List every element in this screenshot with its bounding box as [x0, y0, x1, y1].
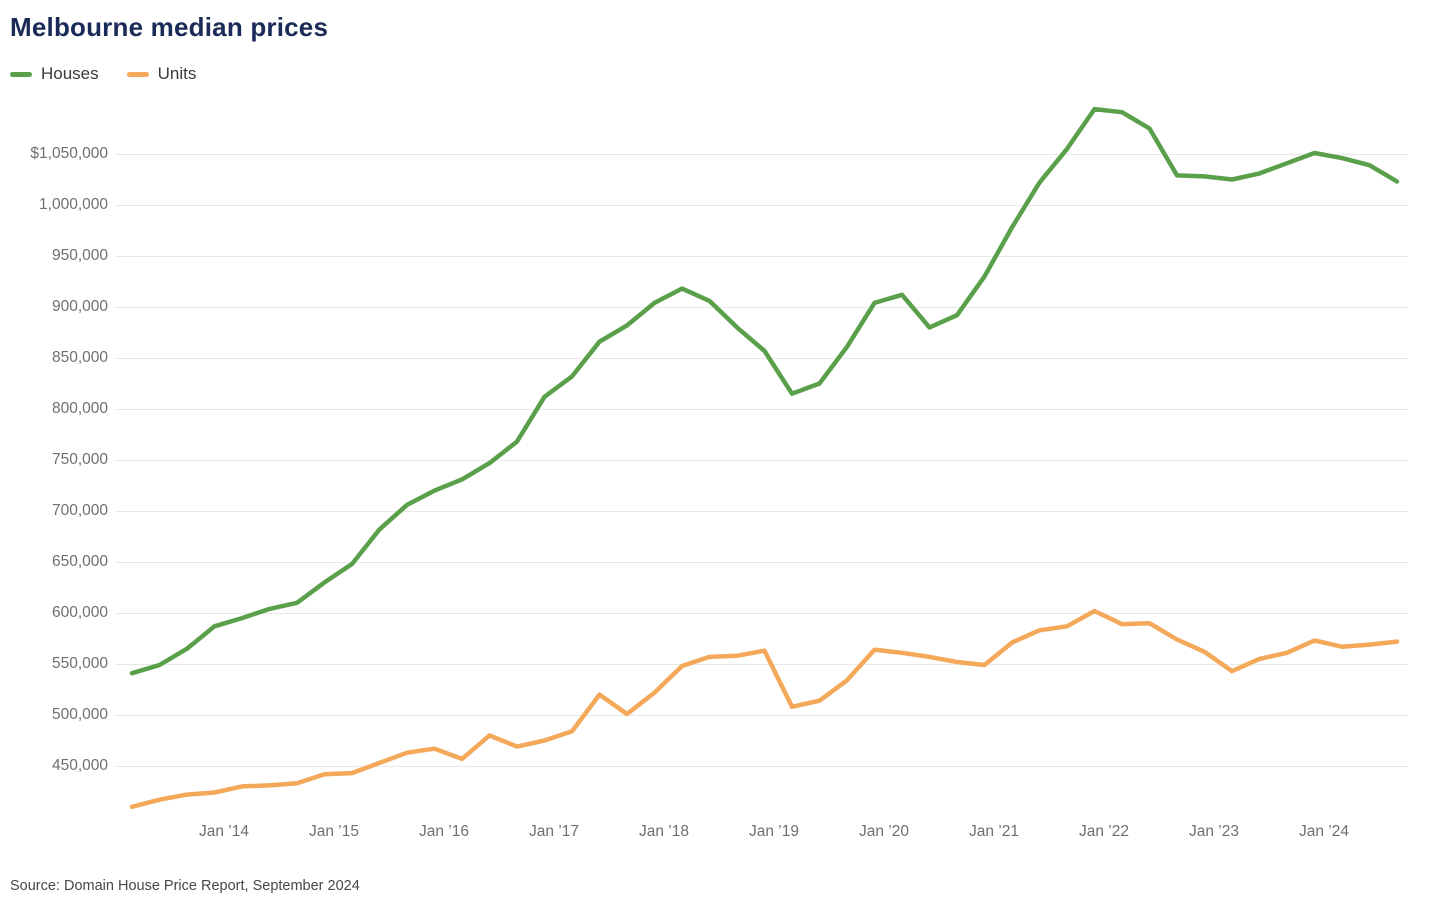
x-axis-tick-label: Jan ’22 [1079, 823, 1129, 840]
y-axis-tick-label: $1,050,000 [30, 145, 108, 162]
x-axis-tick-label: Jan ’21 [969, 823, 1019, 840]
page-title: Melbourne median prices [10, 12, 329, 42]
y-axis-tick-label: 800,000 [51, 400, 108, 417]
y-axis-tick-label: 500,000 [51, 706, 108, 723]
houses-line-swatch-icon [10, 71, 32, 77]
y-gridline [115, 408, 1408, 410]
y-gridline [115, 306, 1408, 308]
y-axis-tick-label: 450,000 [51, 757, 108, 774]
y-gridline [115, 765, 1408, 767]
x-axis-tick-label: Jan ’23 [1189, 823, 1239, 840]
y-gridline [115, 510, 1408, 512]
legend-label-units: Units [157, 64, 197, 83]
x-axis-tick-label: Jan ’14 [199, 823, 249, 840]
y-gridline [115, 663, 1408, 665]
x-axis-tick-label: Jan ’20 [859, 823, 909, 840]
x-axis-tick-label: Jan ’15 [309, 823, 359, 840]
x-axis-tick-label: Jan ’24 [1299, 823, 1349, 840]
y-axis-tick-label: 850,000 [51, 349, 108, 366]
y-gridline [115, 204, 1408, 206]
source-note: Source: Domain House Price Report, Septe… [10, 878, 360, 894]
y-gridline [115, 612, 1408, 614]
y-axis-tick-label: 650,000 [51, 553, 108, 570]
y-axis-tick-label: 900,000 [51, 298, 108, 315]
y-axis-tick-label: 700,000 [51, 502, 108, 519]
x-axis-tick-label: Jan ’16 [419, 823, 469, 840]
houses-line [129, 106, 1400, 676]
x-axis-tick-label: Jan ’18 [639, 823, 689, 840]
y-gridline [115, 255, 1408, 257]
y-gridline [115, 459, 1408, 461]
y-gridline [115, 714, 1408, 716]
y-axis-tick-label: 750,000 [51, 451, 108, 468]
y-gridline [115, 357, 1408, 359]
legend-label-houses: Houses [41, 64, 99, 83]
units-line [129, 608, 1400, 810]
y-axis-tick-label: 600,000 [51, 604, 108, 621]
legend-item-houses: Houses [10, 64, 99, 84]
y-axis-tick-label: 950,000 [51, 247, 108, 264]
y-axis-tick-label: 550,000 [51, 655, 108, 672]
y-gridline [115, 153, 1408, 155]
x-axis-tick-label: Jan ’19 [749, 823, 799, 840]
units-line-swatch-icon [126, 71, 149, 77]
legend-item-units: Units [126, 64, 197, 84]
y-axis-tick-label: 1,000,000 [39, 196, 108, 213]
chart-legend: Houses Units [10, 64, 196, 84]
x-axis-tick-label: Jan ’17 [529, 823, 579, 840]
y-gridline [115, 561, 1408, 563]
